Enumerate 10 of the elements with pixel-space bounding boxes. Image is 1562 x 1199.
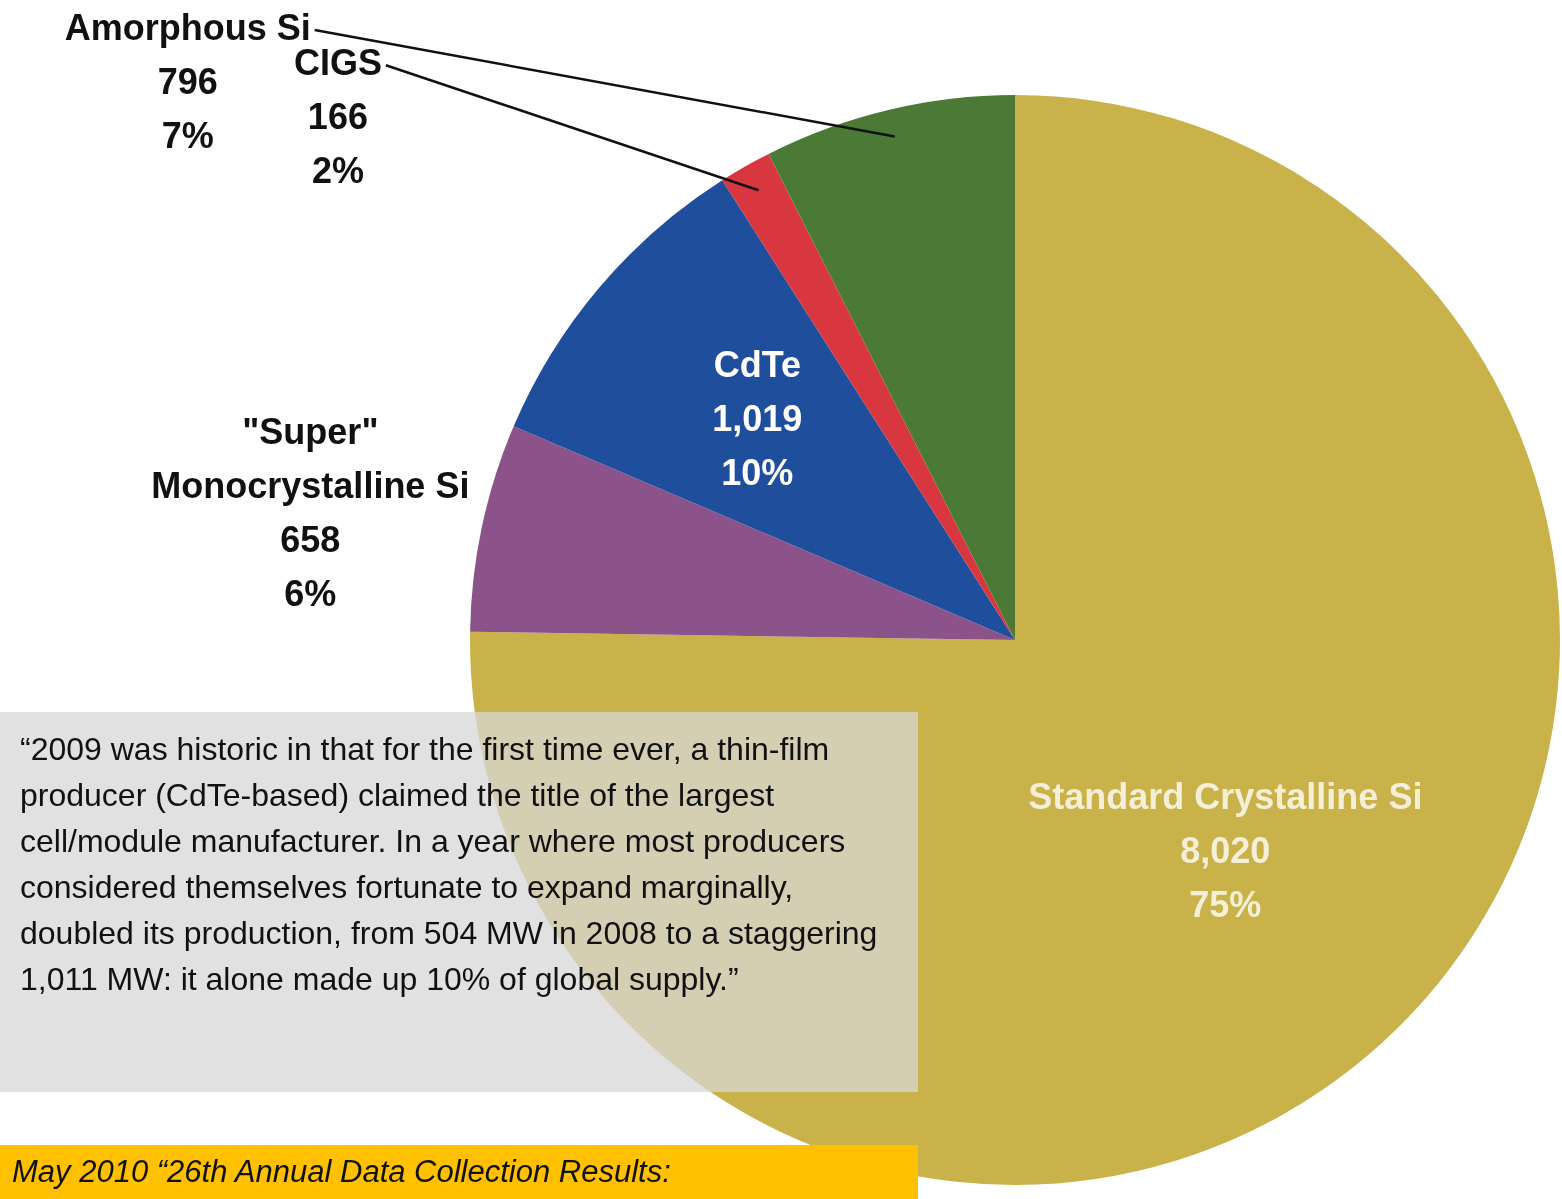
text: May 2010 “26th Annual Data Collection Results: [0, 1145, 918, 1199]
data-label: 166 2% [307, 96, 368, 192]
data-label: 658 6% [280, 519, 341, 615]
data-label: 8,020 75% [1180, 830, 1271, 926]
data-label: 796 7% [157, 60, 218, 156]
text: “2009 was historic in that for the first time ever, a thin-film producer (CdTe-based) claimed the title of the largest cell/module manufacturer. In a year where most producers considered themselves fortunate to expand marginally, doubled its production, from 504 MW in 2008 to a staggering 1,011 MW: it alone made up 10% of global supply.” [0, 712, 918, 1092]
slice-label: "Super" Monocrystalline Si [151, 411, 470, 507]
slice-label: Standard Crystalline Si [1028, 776, 1423, 818]
slice-label: CdTe [713, 344, 801, 386]
data-label: 1,019 10% [712, 398, 803, 494]
